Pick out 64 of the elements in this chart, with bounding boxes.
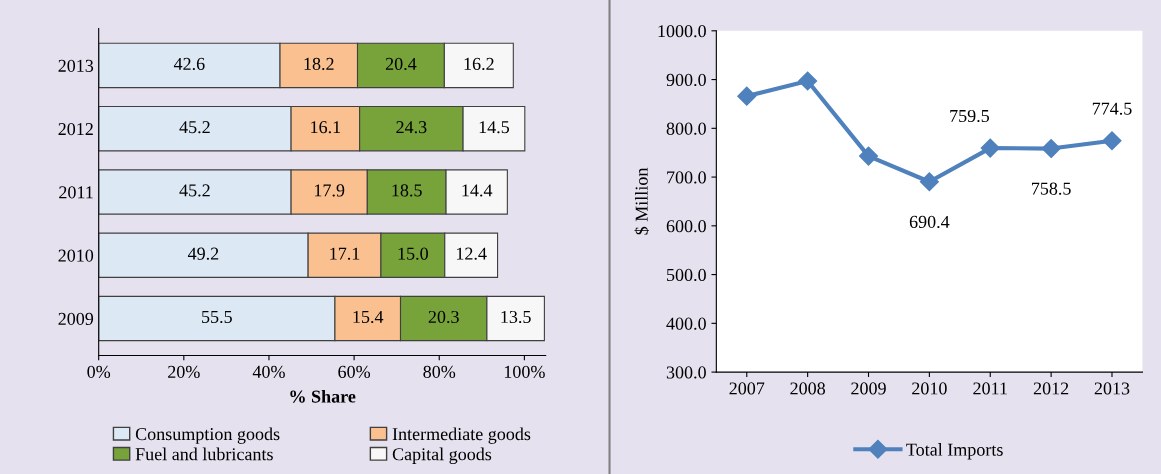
data-label: 20.3 [428, 310, 459, 324]
y-tick-label: 2013 [58, 59, 94, 72]
data-label: 758.5 [1032, 182, 1071, 195]
legend-label: Total Imports [906, 443, 1003, 460]
y-tick-label: 400.0 [666, 317, 706, 330]
x-tick-label: 0% [87, 365, 111, 378]
x-tick-label: 60% [338, 365, 371, 378]
point [1041, 139, 1061, 159]
y-tick-label: 700.0 [667, 171, 706, 184]
x-tick-label: 20% [168, 365, 200, 378]
point [1102, 131, 1122, 151]
data-label: 13.5 [501, 310, 531, 324]
data-label: 17.1 [330, 247, 360, 260]
y-tick-label: 2010 [58, 249, 94, 262]
x-tick-label: 2011 [973, 382, 1007, 395]
y-tick-label: 500.0 [667, 268, 706, 282]
point [737, 86, 757, 106]
legend-label: Intermediate goods [392, 427, 531, 444]
data-label: 16.1 [311, 121, 341, 134]
x-tick-label: 100% [504, 365, 545, 378]
data-label: 18.2 [304, 57, 334, 71]
data-label: 49.2 [187, 247, 219, 260]
point [919, 172, 939, 192]
x-axis-title: % Share [290, 389, 356, 403]
y-tick-label: 1000.0 [658, 25, 706, 38]
x-tick-label: 2012 [1033, 382, 1069, 395]
legend-label: Capital goods [392, 447, 492, 465]
y-tick-label: 600.0 [666, 220, 706, 233]
y-tick-label: 2009 [58, 312, 94, 325]
data-label: 759.5 [950, 109, 990, 123]
x-tick-label: 40% [252, 365, 285, 378]
data-label: 15.0 [398, 247, 428, 260]
y-tick-label: 2011 [59, 186, 93, 199]
data-label: 55.5 [202, 311, 232, 324]
y-tick-label: 300.0 [666, 366, 706, 379]
data-label: 12.4 [456, 247, 487, 260]
point [798, 71, 818, 91]
data-label: 45.2 [179, 184, 210, 197]
data-label: 42.6 [173, 57, 205, 71]
y-tick-label: 2012 [58, 122, 93, 136]
data-label: 17.9 [314, 184, 345, 197]
data-label: 16.2 [464, 57, 494, 71]
data-label: 45.2 [179, 121, 210, 134]
data-label: 20.4 [385, 57, 417, 71]
data-label: 24.3 [396, 121, 427, 134]
point [858, 146, 879, 166]
x-tick-label: 2009 [851, 382, 886, 395]
x-tick-label: 80% [423, 365, 456, 378]
data-label: 14.4 [462, 184, 493, 197]
data-label: 14.5 [479, 121, 510, 134]
data-label: 18.5 [392, 184, 422, 197]
x-tick-label: 2013 [1094, 382, 1130, 395]
y-tick-label: 800.0 [666, 122, 706, 135]
legend-label: Consumption goods [135, 427, 280, 444]
data-label: 690.4 [909, 215, 950, 229]
y-tick-label: 900.0 [666, 73, 706, 87]
y-axis-title: $ Million [634, 167, 649, 235]
x-tick-label: 2007 [729, 382, 765, 395]
legend-label: Fuel and lubricants [135, 447, 273, 461]
x-tick-label: 2008 [790, 382, 826, 395]
point [980, 138, 1000, 158]
data-label: 774.5 [1092, 102, 1132, 115]
x-tick-label: 2010 [912, 382, 947, 395]
data-label: 15.4 [353, 310, 384, 324]
